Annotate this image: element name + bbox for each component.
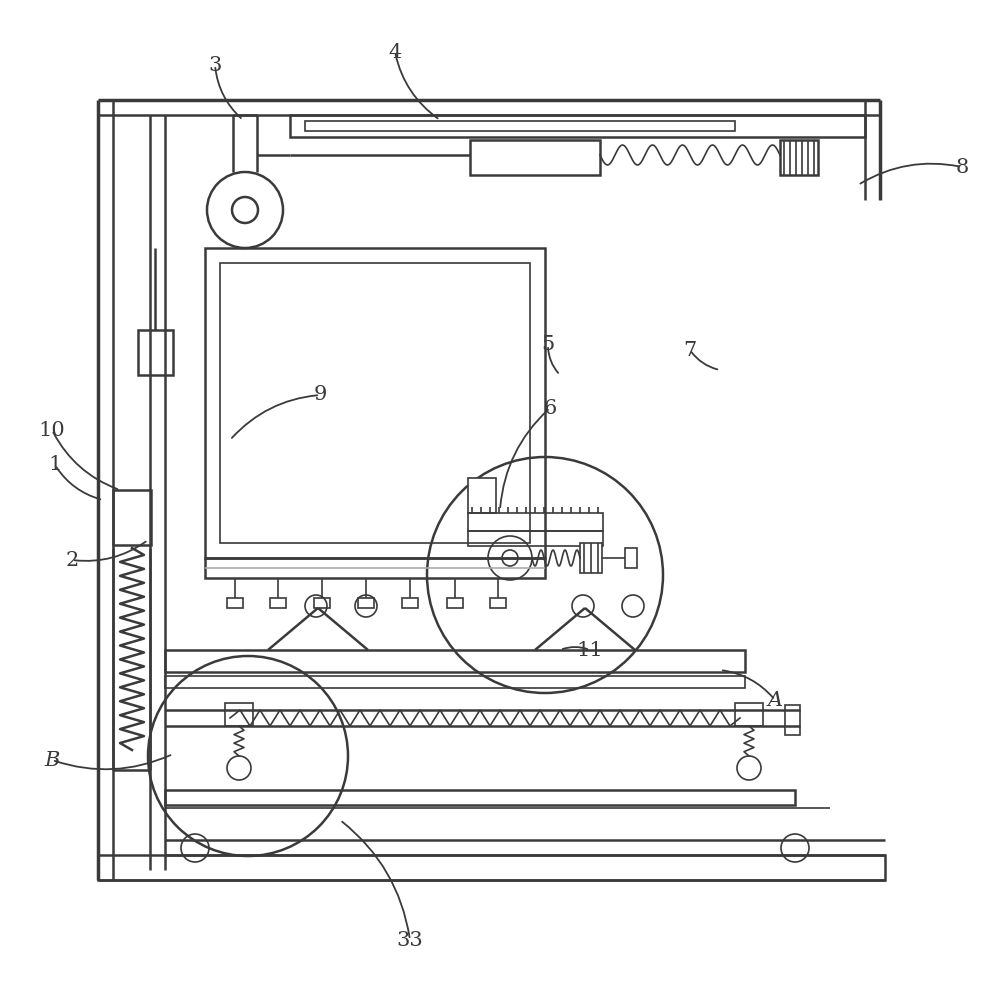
Bar <box>580 543 602 573</box>
Bar <box>98 855 885 880</box>
Bar <box>227 598 243 608</box>
Bar <box>138 330 173 375</box>
Bar <box>314 598 330 608</box>
Bar <box>470 140 600 175</box>
Bar <box>225 703 253 726</box>
Bar <box>165 676 745 688</box>
Bar <box>735 703 763 726</box>
Bar <box>785 705 800 735</box>
Bar <box>468 513 603 531</box>
Bar <box>358 598 374 608</box>
Text: 33: 33 <box>397 931 423 950</box>
Bar <box>205 248 545 558</box>
Bar <box>305 121 735 131</box>
Bar <box>490 598 506 608</box>
Text: 1: 1 <box>48 456 62 474</box>
Bar <box>625 548 637 568</box>
Text: 11: 11 <box>577 640 603 660</box>
Bar <box>780 140 818 175</box>
Bar <box>402 598 418 608</box>
Text: 3: 3 <box>208 56 222 75</box>
Bar <box>220 263 530 543</box>
Text: 4: 4 <box>388 42 402 62</box>
Bar <box>468 531 603 546</box>
Bar <box>270 598 286 608</box>
Text: 9: 9 <box>313 386 327 405</box>
Text: 6: 6 <box>543 399 557 417</box>
Text: 8: 8 <box>955 157 969 177</box>
Bar <box>290 115 865 137</box>
Bar <box>205 558 545 578</box>
Bar <box>468 478 496 513</box>
Text: B: B <box>44 750 60 770</box>
Bar <box>165 650 745 672</box>
Text: 5: 5 <box>541 336 555 355</box>
Bar <box>113 490 151 545</box>
Text: 2: 2 <box>65 551 79 570</box>
Text: 7: 7 <box>683 341 697 359</box>
Text: 10: 10 <box>39 420 65 440</box>
Bar <box>447 598 463 608</box>
Bar <box>165 790 795 805</box>
Text: A: A <box>767 690 783 710</box>
